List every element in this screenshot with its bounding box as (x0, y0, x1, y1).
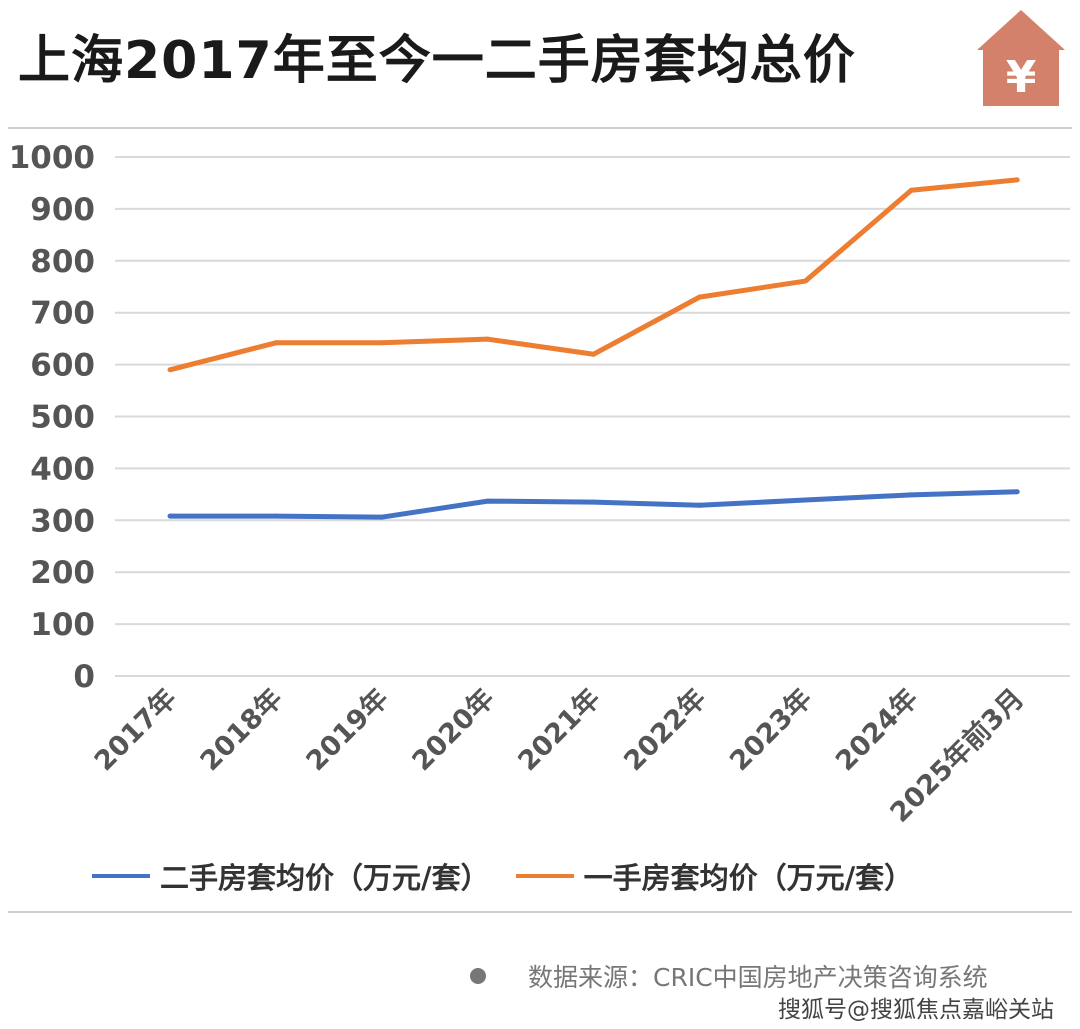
legend: 二手房套均价（万元/套） 一手房套均价（万元/套） (92, 855, 913, 897)
legend-swatch-blue (92, 874, 150, 878)
data-point (379, 514, 385, 520)
data-point (167, 513, 173, 519)
data-point (802, 278, 808, 284)
legend-swatch-orange (515, 874, 574, 878)
y-tick-label: 0 (73, 659, 95, 695)
data-point (273, 513, 279, 519)
source-text: 数据来源：CRIC中国房地产决策咨询系统 (528, 963, 988, 992)
data-point (591, 351, 597, 357)
x-tick-label: 2018年 (194, 682, 289, 777)
data-point (273, 340, 279, 346)
yuan-glyph: ¥ (1006, 52, 1037, 103)
y-tick-label: 700 (30, 296, 95, 332)
top-divider (8, 127, 1072, 129)
y-tick-label: 400 (30, 451, 95, 487)
bullet-icon (470, 968, 486, 984)
chart-title: 上海2017年至今一二手房套均总价 (18, 31, 856, 91)
x-tick-label: 2019年 (300, 682, 395, 777)
x-tick-label: 2021年 (512, 682, 607, 777)
data-point (485, 336, 491, 342)
data-point (802, 497, 808, 503)
y-tick-label: 200 (30, 555, 95, 591)
house-yuan-icon: ¥ (977, 10, 1065, 106)
data-point (485, 498, 491, 504)
y-tick-label: 100 (30, 607, 95, 643)
data-source: 数据来源：CRIC中国房地产决策咨询系统 (470, 958, 988, 994)
data-point (1014, 489, 1020, 495)
data-point (1014, 177, 1020, 183)
y-tick-label: 800 (30, 244, 95, 280)
x-tick-label: 2023年 (723, 682, 818, 777)
legend-item-second-hand: 二手房套均价（万元/套） (92, 855, 490, 897)
data-point (379, 340, 385, 346)
data-point (908, 492, 914, 498)
x-tick-label: 2020年 (406, 682, 501, 777)
y-tick-label: 900 (30, 192, 95, 228)
data-point (591, 499, 597, 505)
y-tick-label: 300 (30, 503, 95, 539)
data-point (697, 502, 702, 508)
y-tick-label: 500 (30, 400, 95, 436)
legend-item-new-home: 一手房套均价（万元/套） (515, 855, 914, 897)
x-tick-label: 2017年 (88, 682, 183, 777)
y-tick-label: 1000 (9, 140, 95, 176)
x-tick-label: 2022年 (618, 682, 713, 777)
data-point (167, 367, 173, 373)
legend-label: 二手房套均价（万元/套） (160, 861, 490, 895)
legend-label: 一手房套均价（万元/套） (583, 861, 914, 895)
data-point (697, 294, 702, 300)
x-tick-label: 2024年 (829, 682, 924, 777)
data-point (908, 187, 914, 193)
credit-text: 搜狐号@搜狐焦点嘉峪关站 (778, 997, 1054, 1023)
bottom-divider (8, 911, 1072, 913)
y-tick-label: 600 (30, 348, 95, 384)
